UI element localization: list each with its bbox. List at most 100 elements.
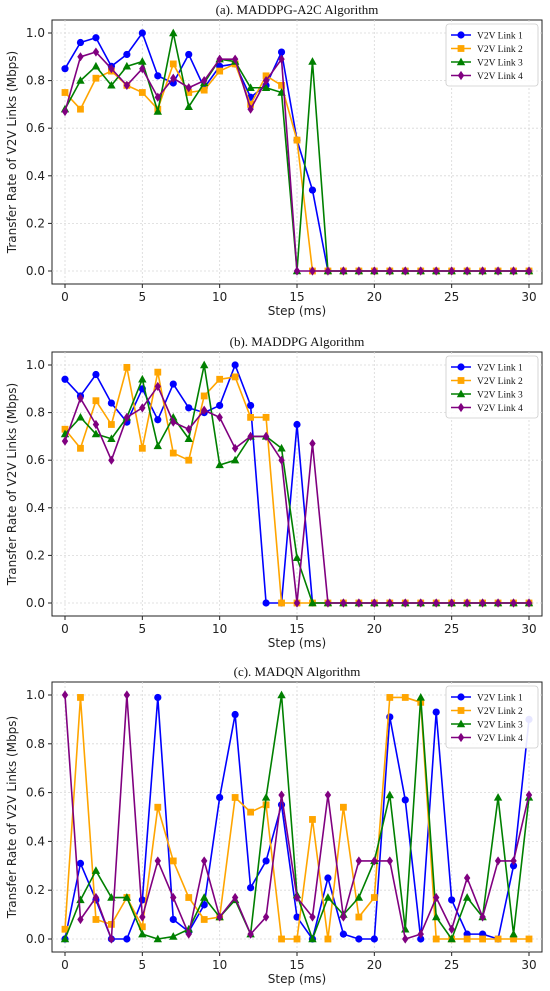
- data-point-link2: [278, 81, 285, 89]
- data-point-link1: [293, 913, 301, 921]
- data-point-link1: [509, 862, 518, 870]
- y-axis-label: Transfer Rate of V2V Links (Mbps): [5, 51, 19, 255]
- legend-box: [445, 23, 539, 87]
- data-point-link4: [170, 417, 177, 427]
- data-point-link3: [107, 434, 116, 442]
- data-point-link4: [463, 873, 471, 883]
- y-tick-label: 0.2: [26, 548, 45, 562]
- data-point-link4: [371, 598, 378, 608]
- legend-entry: V2V Link 4: [451, 732, 523, 744]
- legend-label: V2V Link 4: [477, 72, 523, 82]
- x-tick-label: 30: [521, 290, 536, 304]
- data-point-link4: [123, 690, 131, 700]
- data-point-link4: [371, 856, 378, 866]
- data-point-link4: [77, 914, 84, 925]
- data-point-link1: [138, 29, 146, 37]
- data-point-link3: [308, 57, 317, 65]
- data-point-link1: [386, 713, 394, 721]
- data-point-link1: [432, 708, 440, 716]
- series-link4: [61, 381, 533, 608]
- legend-entry: V2V Link 1: [451, 363, 523, 374]
- legend-marker: [457, 45, 465, 52]
- data-point-link1: [231, 361, 239, 369]
- data-point-link3: [184, 434, 193, 442]
- y-axis-label: Transfer Rate of V2V Links (Mbps): [5, 383, 19, 587]
- x-tick-label: 5: [139, 290, 147, 304]
- data-point-link4: [448, 266, 455, 276]
- data-point-link1: [92, 370, 100, 379]
- data-point-link4: [386, 266, 393, 276]
- data-point-link2: [494, 935, 502, 943]
- legend-entry: V2V Link 3: [451, 719, 523, 731]
- data-point-link2: [386, 694, 394, 701]
- data-point-link3: [91, 429, 101, 438]
- x-tick-label: 0: [61, 958, 69, 972]
- y-tick-label: 0.4: [26, 169, 45, 183]
- y-tick-label: 0.8: [26, 737, 45, 751]
- data-point-link4: [479, 912, 486, 922]
- chart-panel-2: (b). MADDPG Algorithm 0 5 10 15 20 25 30 0.0 0.2 0…: [5, 334, 543, 650]
- data-point-link2: [247, 101, 254, 108]
- data-point-link2: [92, 74, 100, 82]
- legend-label: V2V Link 4: [477, 734, 523, 744]
- data-point-link3: [169, 932, 178, 940]
- y-tick-label: 0.2: [26, 883, 45, 897]
- legend-entry: V2V Link 2: [451, 707, 523, 717]
- data-point-link4: [463, 598, 471, 608]
- data-point-link4: [278, 455, 285, 465]
- legend-marker: [456, 389, 466, 398]
- data-point-link4: [216, 912, 223, 922]
- data-point-link3: [277, 443, 286, 452]
- legend-entry: V2V Link 1: [451, 31, 523, 42]
- data-point-link4: [433, 892, 440, 903]
- data-point-link2: [92, 916, 100, 923]
- data-point-link3: [261, 83, 271, 91]
- legend-marker: [457, 70, 465, 81]
- x-tick-label: 5: [139, 622, 147, 636]
- data-point-link3: [447, 934, 456, 943]
- y-tick-label: 0.0: [26, 596, 45, 610]
- data-point-link4: [324, 266, 332, 276]
- y-tick-label: 0.8: [26, 74, 45, 88]
- y-tick-label: 1.0: [26, 688, 45, 702]
- data-point-link4: [309, 438, 316, 449]
- data-point-link3: [200, 360, 209, 369]
- x-tick-label: 30: [521, 958, 536, 972]
- data-point-link4: [510, 856, 517, 866]
- data-point-link4: [170, 73, 177, 83]
- data-point-link3: [416, 693, 425, 701]
- x-tick-label: 15: [289, 622, 304, 636]
- series-link4: [61, 690, 533, 944]
- data-point-link2: [61, 425, 69, 433]
- data-point-link3: [292, 553, 302, 561]
- data-point-link4: [448, 924, 455, 934]
- data-point-link2: [510, 935, 517, 943]
- data-point-link4: [417, 929, 424, 939]
- data-point-link4: [417, 266, 424, 276]
- x-axis-label: Step (ms): [268, 972, 326, 986]
- data-point-link2: [61, 925, 69, 933]
- data-point-link4: [355, 598, 363, 608]
- data-point-link3: [76, 412, 85, 421]
- data-point-link3: [215, 460, 224, 469]
- data-point-link4: [355, 856, 363, 866]
- data-point-link4: [309, 266, 316, 276]
- data-point-link2: [262, 801, 270, 809]
- data-point-link1: [61, 65, 69, 73]
- legend-entry: V2V Link 4: [451, 402, 523, 414]
- data-point-link4: [139, 64, 146, 74]
- data-point-link4: [448, 598, 455, 608]
- data-point-link2: [169, 60, 177, 68]
- data-point-link4: [386, 856, 393, 866]
- legend-box: [445, 355, 539, 419]
- data-point-link4: [77, 52, 84, 62]
- x-tick-label: 10: [212, 290, 227, 304]
- data-point-link3: [432, 912, 441, 921]
- data-point-link2: [77, 444, 84, 452]
- legend-entry: V2V Link 4: [451, 70, 523, 82]
- legend-label: V2V Link 2: [477, 707, 523, 717]
- data-point-link3: [323, 893, 333, 901]
- data-point-link3: [60, 934, 70, 943]
- data-point-link4: [139, 912, 146, 922]
- chart-panel-3: (c). MADQN Algorithm 0 5 10 15 20 25 30 0.0 0.2 0.…: [5, 664, 543, 986]
